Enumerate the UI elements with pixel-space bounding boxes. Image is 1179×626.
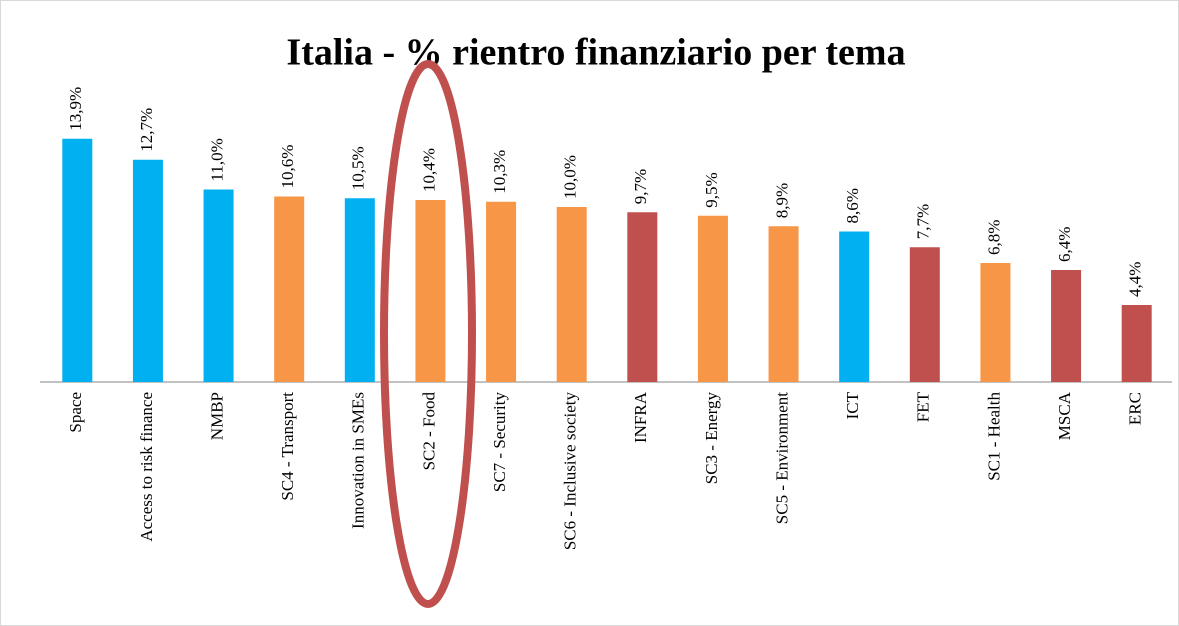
x-tick-label: SC2 - Food — [419, 392, 438, 471]
value-label: 10,4% — [419, 148, 438, 192]
value-label: 13,9% — [66, 87, 85, 131]
x-tick-label: Innovation in SMEs — [349, 392, 368, 529]
x-tick-label: SC7 - Security — [490, 392, 509, 493]
plot: Space 13,9% Access to risk finance 12,7% NMB… — [62, 87, 1152, 551]
bar — [344, 198, 375, 382]
value-label: 9,5% — [702, 172, 721, 207]
bar — [556, 207, 587, 382]
value-label: 8,9% — [772, 183, 791, 218]
bar — [1051, 270, 1082, 382]
bar — [1121, 305, 1152, 382]
x-tick-label: INFRA — [631, 391, 650, 443]
bar — [627, 212, 658, 382]
x-tick-label: SC1 - Health — [984, 392, 1003, 481]
x-tick-label: FET — [914, 391, 933, 422]
bar — [768, 226, 799, 382]
highlight-ellipse — [380, 60, 476, 608]
value-label: 10,0% — [561, 155, 580, 199]
bar — [486, 201, 517, 382]
value-label: 9,7% — [631, 169, 650, 204]
bar — [839, 231, 870, 382]
x-tick-label: NMBP — [207, 392, 226, 440]
value-label: 10,3% — [490, 150, 509, 194]
value-label: 4,4% — [1126, 262, 1145, 297]
bar — [62, 138, 93, 382]
x-tick-label: SC6 - Inclusive society — [561, 392, 580, 551]
value-label: 6,4% — [1055, 227, 1074, 262]
value-label: 11,0% — [207, 138, 226, 181]
bar — [132, 159, 163, 382]
bar — [980, 263, 1011, 382]
bar — [274, 196, 305, 382]
value-label: 10,5% — [349, 146, 368, 190]
x-tick-label: ICT — [843, 391, 862, 419]
bar — [415, 200, 446, 382]
x-tick-label: Access to risk finance — [137, 392, 156, 542]
bar — [203, 189, 234, 382]
chart-title: Italia - % rientro finanziario per tema — [286, 32, 905, 74]
x-tick-label: ERC — [1126, 392, 1145, 425]
value-label: 10,6% — [278, 145, 297, 189]
bar — [909, 247, 940, 382]
x-tick-label: Space — [66, 392, 85, 433]
value-label: 8,6% — [843, 188, 862, 223]
x-tick-label: SC5 - Environment — [772, 392, 791, 524]
x-tick-label: MSCA — [1055, 391, 1074, 440]
x-tick-label: SC4 - Transport — [278, 392, 297, 501]
value-label: 12,7% — [137, 108, 156, 152]
value-label: 6,8% — [984, 220, 1003, 255]
x-tick-label: SC3 - Energy — [702, 392, 721, 485]
value-label: 7,7% — [914, 204, 933, 239]
bar — [697, 215, 728, 382]
